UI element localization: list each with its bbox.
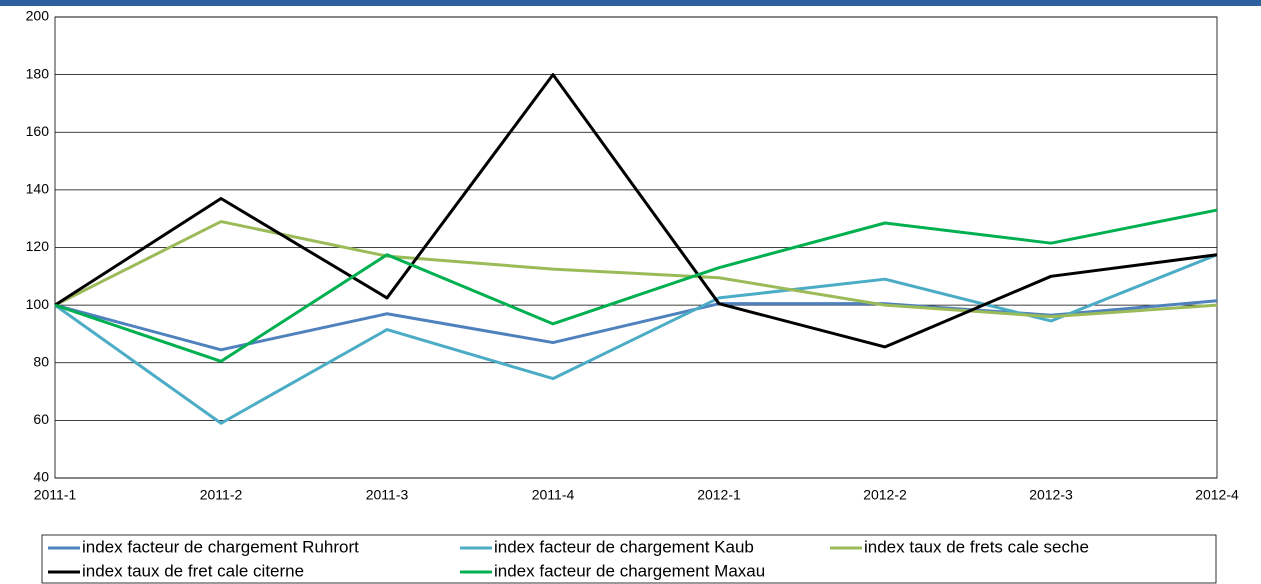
x-tick-label: 2011-1: [34, 487, 77, 503]
legend: [41, 534, 1217, 584]
series-line: [54, 73, 1218, 349]
x-tick-label: 2011-4: [532, 487, 575, 503]
y-tick-label: 180: [26, 65, 50, 81]
legend-label: index taux de fret cale citerne: [82, 561, 304, 580]
y-tick-label: 120: [26, 238, 50, 254]
series-line: [54, 299, 1218, 352]
y-tick-label: 60: [33, 411, 49, 427]
legend-label: index facteur de chargement Kaub: [494, 537, 754, 556]
y-tick-label: 200: [26, 8, 50, 24]
y-tick-label: 160: [26, 123, 50, 139]
x-tick-label: 2012-4: [1195, 487, 1239, 503]
series-line: [54, 208, 1218, 363]
legend-label: index facteur de chargement Maxau: [494, 561, 765, 580]
x-tick-label: 2012-1: [697, 487, 741, 503]
x-tick-label: 2011-2: [200, 487, 243, 503]
x-tick-label: 2012-2: [863, 487, 907, 503]
y-tick-label: 80: [33, 353, 49, 369]
x-tick-label: 2011-3: [366, 487, 409, 503]
legend-label: index facteur de chargement Ruhrort: [82, 537, 359, 556]
x-tick-label: 2012-3: [1029, 487, 1073, 503]
top-border: [0, 0, 1261, 6]
series-line: [54, 220, 1218, 319]
y-tick-label: 100: [26, 296, 50, 312]
legend-label: index taux de frets cale seche: [864, 537, 1089, 556]
y-tick-label: 40: [33, 469, 49, 485]
y-tick-label: 140: [26, 181, 50, 197]
